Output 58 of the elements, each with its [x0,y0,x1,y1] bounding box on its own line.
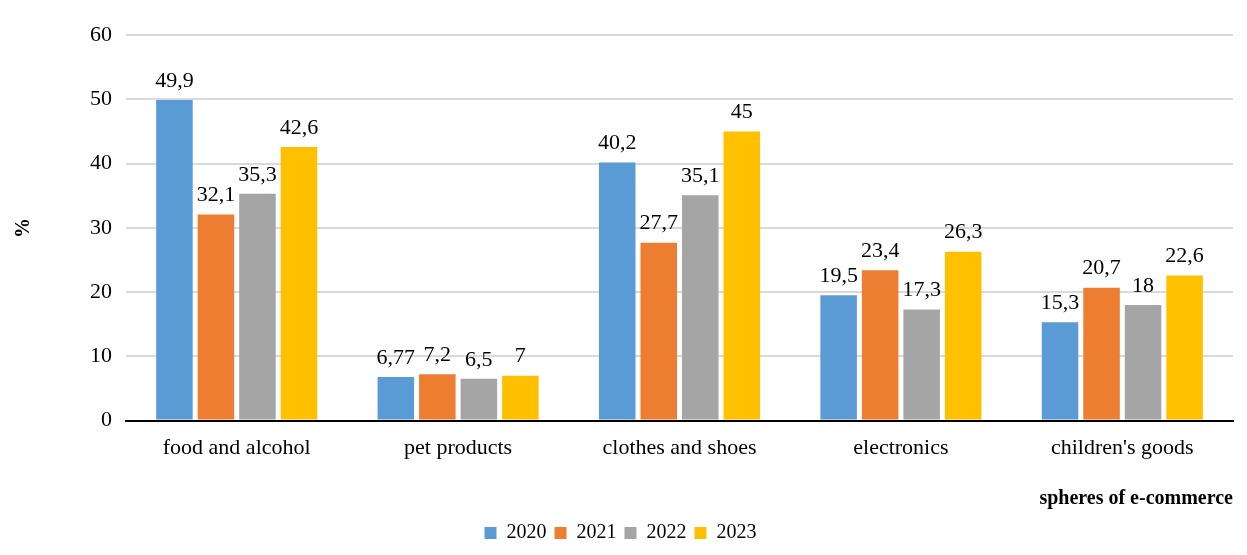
bar [903,309,940,420]
data-label: 19,5 [819,262,858,288]
x-tick-label: electronics [853,433,949,459]
data-label: 27,7 [639,209,678,235]
bar [598,162,636,420]
data-label: 32,1 [196,181,236,207]
bar [1124,304,1162,420]
bar [723,131,761,420]
x-axis-title: spheres of e-commerce [1039,486,1234,510]
legend-label: 2020 [506,520,547,543]
data-label: 7,2 [423,341,452,367]
y-tick-label: 60 [90,20,112,46]
data-label: 22,6 [1165,242,1204,268]
y-tick-label: 0 [101,406,112,432]
y-tick-label: 30 [90,213,112,239]
bar [944,251,982,420]
bar [280,146,318,420]
bar [861,270,899,420]
y-tick-label: 50 [90,85,112,111]
data-label: 49,9 [155,66,194,92]
legend-label: 2022 [646,520,687,543]
data-label: 23,4 [860,237,900,263]
legend-label: 2021 [576,520,617,543]
x-tick-label: food and alcohol [162,433,311,459]
x-tick-label: clothes and shoes [602,433,757,459]
data-label: 7 [514,342,526,368]
legend-label: 2023 [716,520,757,543]
data-label: 26,3 [943,218,983,244]
data-label: 40,2 [597,129,637,155]
data-label: 35,3 [238,160,277,186]
bar [502,375,539,420]
data-label: 42,6 [279,113,319,139]
y-tick-label: 40 [90,149,112,175]
bar [377,377,415,420]
bar [640,242,678,420]
y-axis-title: % [11,217,34,238]
x-tick-label: children's goods [1050,433,1194,459]
bar [197,214,235,420]
bar [239,193,276,420]
bar [681,195,719,420]
y-tick-label: 10 [90,342,112,368]
bar [1083,287,1120,420]
data-label: 15,3 [1040,289,1080,315]
bar [1166,275,1203,420]
data-label: 6,5 [465,345,493,371]
data-label: 17,3 [902,276,941,302]
data-label: 18 [1132,271,1155,297]
bar [156,100,193,420]
bar [419,374,456,420]
data-label: 45 [730,98,753,124]
bar [1041,322,1079,420]
bar [820,295,857,420]
y-tick-label: 20 [90,277,112,303]
data-label: 20,7 [1082,254,1121,280]
data-label: 6,77 [376,343,416,369]
x-tick-label: pet products [404,433,513,459]
data-label: 35,1 [681,161,720,187]
bar [460,378,498,420]
